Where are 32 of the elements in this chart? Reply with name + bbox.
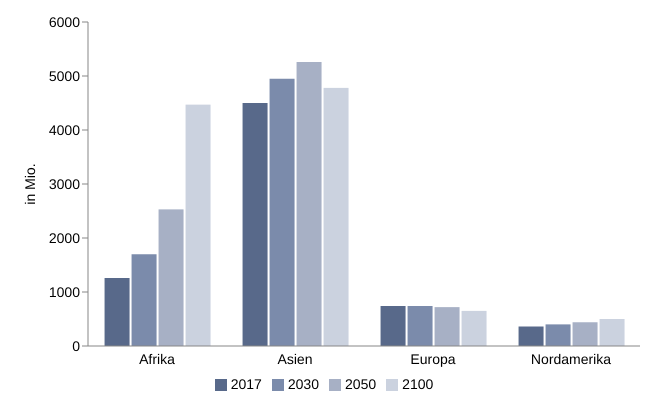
bar (572, 322, 598, 346)
y-axis-title: in Mio. (22, 163, 38, 205)
y-tick-label: 5000 (48, 68, 80, 84)
y-tick-label: 0 (72, 338, 80, 354)
bar (546, 324, 571, 346)
y-tick-label: 1000 (48, 284, 80, 300)
y-tick-label: 6000 (48, 14, 80, 30)
bar (242, 103, 268, 346)
y-tick-label: 3000 (48, 176, 80, 192)
bar (434, 307, 460, 346)
bar (380, 306, 406, 346)
bar (296, 62, 322, 346)
y-tick-label: 4000 (48, 122, 80, 138)
bar (518, 326, 544, 346)
legend-label: 2017 (230, 376, 262, 392)
legend-label: 2100 (402, 376, 434, 392)
x-tick-label: Nordamerika (530, 350, 612, 367)
y-tick-label: 2000 (48, 230, 80, 246)
bar (158, 209, 184, 346)
bar (270, 78, 295, 346)
bar (600, 319, 625, 346)
x-tick-label: Europa (410, 350, 456, 367)
legend-label: 2050 (345, 376, 376, 392)
bar (324, 88, 349, 346)
legend-label: 2030 (288, 376, 319, 392)
x-tick-label: Afrika (139, 350, 176, 367)
bar (186, 104, 211, 346)
bar (462, 310, 487, 346)
x-tick-label: Asien (277, 350, 313, 367)
bar (408, 306, 433, 346)
bar (132, 254, 157, 346)
bar (104, 278, 130, 346)
